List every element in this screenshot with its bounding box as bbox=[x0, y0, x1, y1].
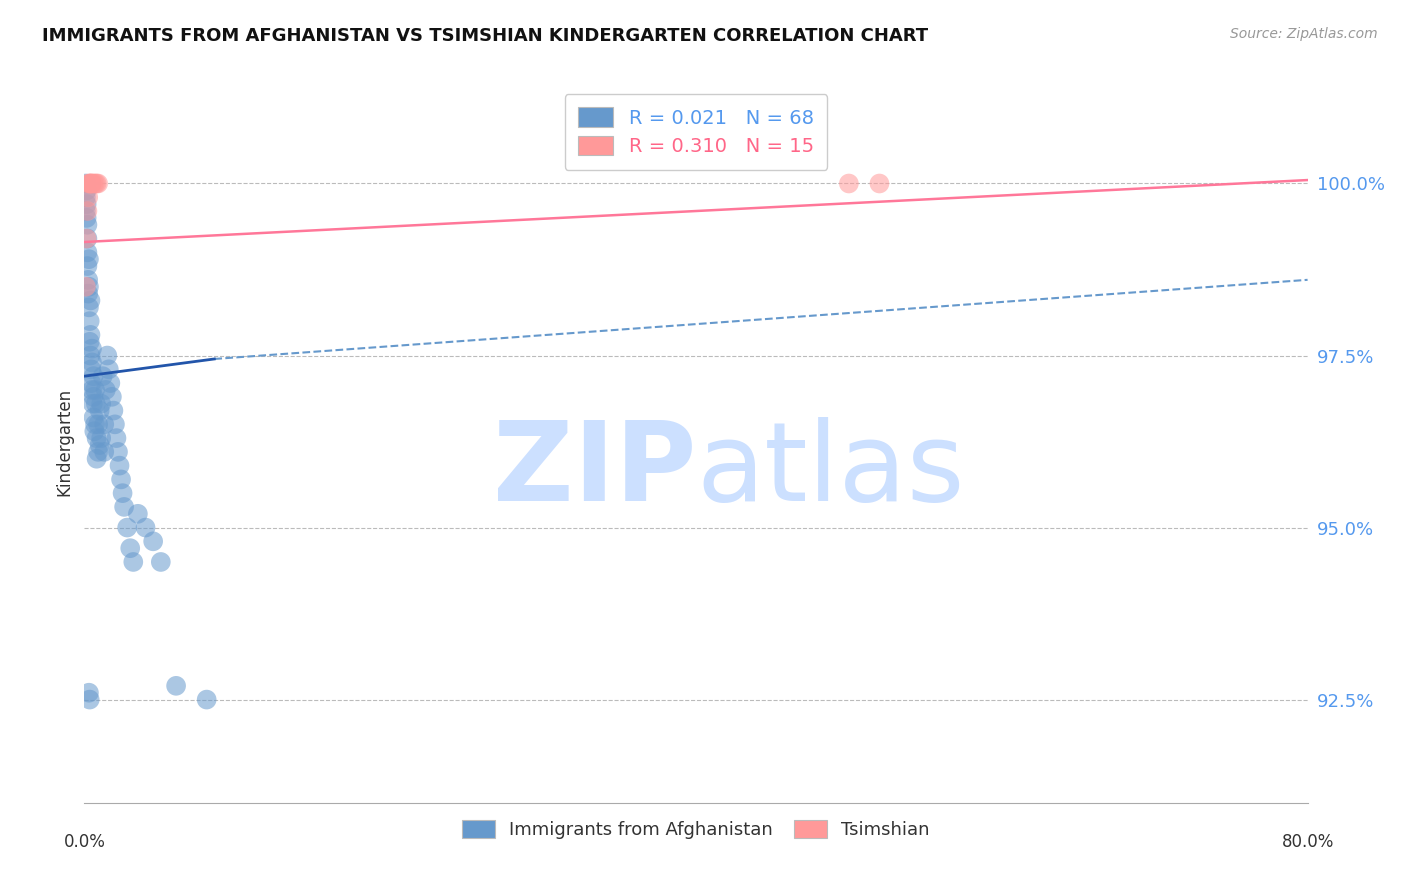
Point bbox=[77, 177, 100, 191]
Point bbox=[76, 218, 98, 232]
Point bbox=[76, 211, 98, 225]
Point bbox=[75, 204, 97, 219]
Text: Source: ZipAtlas.com: Source: ZipAtlas.com bbox=[1230, 27, 1378, 41]
Point bbox=[77, 686, 100, 700]
Point bbox=[80, 383, 103, 397]
Point bbox=[94, 383, 117, 397]
Point bbox=[869, 177, 891, 191]
Point bbox=[96, 349, 118, 363]
Point bbox=[115, 520, 138, 534]
Point bbox=[86, 451, 108, 466]
Point bbox=[84, 383, 107, 397]
Point bbox=[107, 445, 129, 459]
Point bbox=[83, 410, 105, 425]
Point bbox=[76, 245, 98, 260]
Point bbox=[77, 273, 100, 287]
Point bbox=[79, 177, 101, 191]
Text: ZIP: ZIP bbox=[492, 417, 696, 524]
Point bbox=[90, 397, 112, 411]
Point bbox=[110, 472, 132, 486]
Point bbox=[84, 417, 107, 432]
Point bbox=[103, 403, 125, 417]
Point bbox=[80, 362, 103, 376]
Point bbox=[97, 362, 120, 376]
Point bbox=[77, 252, 100, 267]
Point bbox=[120, 541, 142, 556]
Point bbox=[76, 204, 98, 219]
Point bbox=[79, 314, 101, 328]
Point bbox=[127, 507, 149, 521]
Point bbox=[91, 369, 114, 384]
Point bbox=[75, 177, 97, 191]
Point bbox=[77, 279, 100, 293]
Text: 0.0%: 0.0% bbox=[63, 833, 105, 851]
Point bbox=[104, 417, 127, 432]
Point bbox=[86, 177, 108, 191]
Point bbox=[142, 534, 165, 549]
Text: IMMIGRANTS FROM AFGHANISTAN VS TSIMSHIAN KINDERGARTEN CORRELATION CHART: IMMIGRANTS FROM AFGHANISTAN VS TSIMSHIAN… bbox=[42, 27, 928, 45]
Point bbox=[79, 293, 101, 308]
Point bbox=[80, 376, 103, 390]
Point bbox=[84, 397, 107, 411]
Point bbox=[83, 390, 105, 404]
Point bbox=[90, 431, 112, 445]
Point bbox=[87, 177, 110, 191]
Point bbox=[77, 301, 100, 315]
Point bbox=[84, 177, 107, 191]
Point bbox=[165, 679, 187, 693]
Point bbox=[89, 438, 111, 452]
Point bbox=[87, 417, 110, 432]
Point bbox=[108, 458, 131, 473]
Point bbox=[79, 177, 101, 191]
Point bbox=[111, 486, 134, 500]
Point bbox=[76, 231, 98, 245]
Point bbox=[79, 349, 101, 363]
Y-axis label: Kindergarten: Kindergarten bbox=[55, 387, 73, 496]
Point bbox=[76, 259, 98, 273]
Point bbox=[76, 231, 98, 245]
Point bbox=[93, 417, 115, 432]
Point bbox=[76, 183, 98, 197]
Point bbox=[75, 190, 97, 204]
Point bbox=[101, 390, 124, 404]
Point bbox=[83, 369, 105, 384]
Text: 80.0%: 80.0% bbox=[1281, 833, 1334, 851]
Point bbox=[149, 555, 172, 569]
Point bbox=[86, 431, 108, 445]
Point bbox=[195, 692, 218, 706]
Point bbox=[80, 177, 103, 191]
Point bbox=[135, 520, 157, 534]
Point bbox=[122, 555, 145, 569]
Point bbox=[80, 177, 103, 191]
Point bbox=[75, 279, 97, 293]
Point bbox=[80, 355, 103, 369]
Point bbox=[105, 431, 128, 445]
Legend: Immigrants from Afghanistan, Tsimshian: Immigrants from Afghanistan, Tsimshian bbox=[453, 811, 939, 848]
Point bbox=[79, 334, 101, 349]
Point bbox=[98, 376, 121, 390]
Point bbox=[82, 397, 104, 411]
Point bbox=[83, 424, 105, 438]
Point bbox=[80, 342, 103, 356]
Point bbox=[838, 177, 860, 191]
Point bbox=[112, 500, 135, 514]
Point bbox=[93, 445, 115, 459]
Point bbox=[87, 445, 110, 459]
Point bbox=[83, 177, 105, 191]
Point bbox=[79, 327, 101, 342]
Point bbox=[76, 197, 98, 211]
Point bbox=[77, 190, 100, 204]
Point bbox=[77, 286, 100, 301]
Point bbox=[89, 403, 111, 417]
Text: atlas: atlas bbox=[696, 417, 965, 524]
Point bbox=[79, 692, 101, 706]
